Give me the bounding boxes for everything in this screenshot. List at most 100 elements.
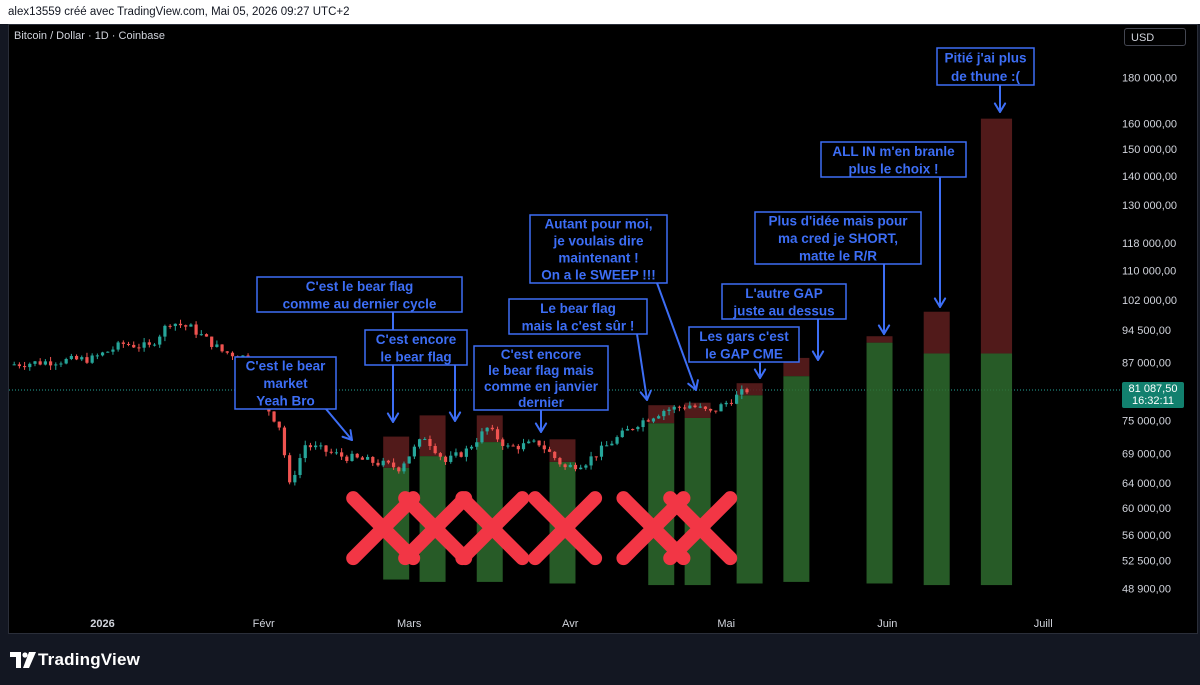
candle-body bbox=[636, 427, 640, 430]
price-tick-label: 102 000,00 bbox=[1122, 295, 1177, 307]
candle-body bbox=[547, 449, 552, 452]
candle-body bbox=[641, 420, 645, 428]
candle-body bbox=[423, 438, 427, 440]
annotation-box: Les gars c'est le GAP CME bbox=[688, 326, 800, 363]
price-tick-label: 69 000,00 bbox=[1122, 448, 1171, 460]
annotation-arrow-head bbox=[817, 350, 825, 361]
annotation-text: Yeah Bro bbox=[256, 393, 315, 408]
annotation-text: comme au dernier cycle bbox=[283, 296, 437, 311]
annotation-arrow-head bbox=[386, 412, 394, 423]
candle-body bbox=[59, 363, 63, 365]
candle-body bbox=[709, 408, 713, 411]
candle-body bbox=[407, 456, 411, 464]
candle-body bbox=[729, 402, 734, 404]
price-tick-label: 110 000,00 bbox=[1122, 265, 1176, 277]
candle-body bbox=[677, 406, 682, 408]
candle-body bbox=[719, 404, 723, 412]
annotation-box: Le bear flag mais la c'est sûr ! bbox=[508, 298, 648, 335]
candle-body bbox=[371, 456, 375, 463]
candle-body bbox=[282, 427, 287, 456]
annotation-box: Pitié j'ai plus de thune :( bbox=[936, 47, 1035, 86]
candle-body bbox=[152, 344, 157, 346]
candle-body bbox=[126, 343, 131, 345]
candle-body bbox=[662, 411, 666, 417]
annotation-text: market bbox=[263, 376, 308, 391]
tradingview-logo-icon bbox=[10, 652, 36, 668]
candle-body bbox=[745, 389, 749, 393]
currency-selector[interactable]: USD bbox=[1124, 28, 1186, 46]
price-tick-label: 52 500,00 bbox=[1122, 555, 1171, 567]
time-tick-label: Mai bbox=[717, 618, 735, 630]
annotation-text: plus le choix ! bbox=[848, 161, 938, 176]
price-tick-label: 75 000,00 bbox=[1122, 416, 1171, 428]
symbol-label[interactable]: Bitcoin / Dollar · 1D · Coinbase bbox=[14, 30, 166, 42]
annotation-text: juste au dessus bbox=[732, 303, 834, 318]
candle-body bbox=[163, 325, 167, 337]
price-tick-label: 140 000,00 bbox=[1122, 171, 1177, 183]
candle-body bbox=[22, 366, 27, 368]
projection-box-red bbox=[866, 336, 893, 343]
candle-body bbox=[199, 334, 203, 336]
candle-body bbox=[724, 402, 728, 405]
candle-body bbox=[391, 462, 396, 468]
annotation-text: le bear flag mais bbox=[488, 363, 594, 378]
annotation-text: ma cred je SHORT, bbox=[778, 231, 898, 246]
annotation-text: L'autre GAP bbox=[745, 286, 822, 301]
time-axis: 2026 Févr Mars Avr Mai Juin Juill bbox=[90, 618, 1052, 630]
annotation-frame bbox=[256, 276, 463, 313]
candle-body bbox=[17, 364, 21, 367]
annotation-text: C'est encore bbox=[376, 332, 457, 347]
projection-box-red bbox=[419, 415, 446, 457]
candle-body bbox=[319, 445, 323, 447]
candle-body bbox=[475, 442, 479, 447]
cross-marks bbox=[346, 491, 738, 566]
candle-body bbox=[443, 456, 448, 462]
candle-body bbox=[293, 474, 297, 483]
candle-body bbox=[303, 445, 307, 459]
candle-body bbox=[28, 363, 32, 368]
candle-body bbox=[438, 453, 442, 457]
annotation-text: C'est encore bbox=[501, 347, 582, 362]
projection-box-green bbox=[783, 376, 810, 582]
candle-body bbox=[350, 453, 354, 461]
candle-body bbox=[178, 323, 183, 326]
cross-mark-stroke bbox=[398, 491, 473, 566]
candle-body bbox=[703, 406, 708, 409]
candle-body bbox=[740, 389, 744, 395]
annotation-arrow-head bbox=[883, 324, 891, 335]
candle-body bbox=[95, 355, 99, 357]
candle-body bbox=[480, 431, 484, 443]
candle-body bbox=[324, 445, 328, 452]
candle-body bbox=[417, 439, 422, 447]
candle-body bbox=[194, 324, 198, 335]
annotation-arrow-head bbox=[349, 429, 353, 441]
annotation-box: L'autre GAP juste au dessus bbox=[721, 283, 847, 320]
annotation-text: le bear flag bbox=[380, 349, 451, 364]
candle-body bbox=[173, 323, 177, 327]
price-tick-label: 160 000,00 bbox=[1122, 119, 1177, 131]
time-tick-label: Févr bbox=[253, 618, 275, 630]
last-price-tag: 81 087,50 16:32:11 bbox=[1122, 381, 1184, 408]
annotation-arrow-head bbox=[448, 411, 456, 422]
candle-body bbox=[308, 445, 313, 448]
annotation-text: de thune :( bbox=[951, 69, 1020, 84]
candle-body bbox=[511, 445, 515, 447]
candle-body bbox=[714, 410, 718, 412]
candle-body bbox=[527, 441, 531, 444]
candle-body bbox=[220, 344, 224, 352]
cross-mark-stroke bbox=[663, 491, 738, 566]
candle-body bbox=[85, 357, 89, 363]
annotation-text: Autant pour moi, bbox=[545, 217, 653, 232]
annotation-arrow-head bbox=[993, 102, 1001, 113]
candle-body bbox=[698, 406, 702, 408]
candle-body bbox=[584, 465, 588, 468]
candle-body bbox=[433, 445, 437, 454]
annotation-arrow-head bbox=[811, 350, 819, 361]
annotation-box: Plus d'idée mais pour ma cred je SHORT, ma… bbox=[754, 211, 922, 265]
cross-mark-stroke bbox=[346, 491, 421, 566]
candle-body bbox=[631, 429, 635, 431]
cross-mark-stroke bbox=[528, 491, 603, 566]
candle-body bbox=[189, 324, 193, 327]
candle-body bbox=[43, 361, 47, 365]
